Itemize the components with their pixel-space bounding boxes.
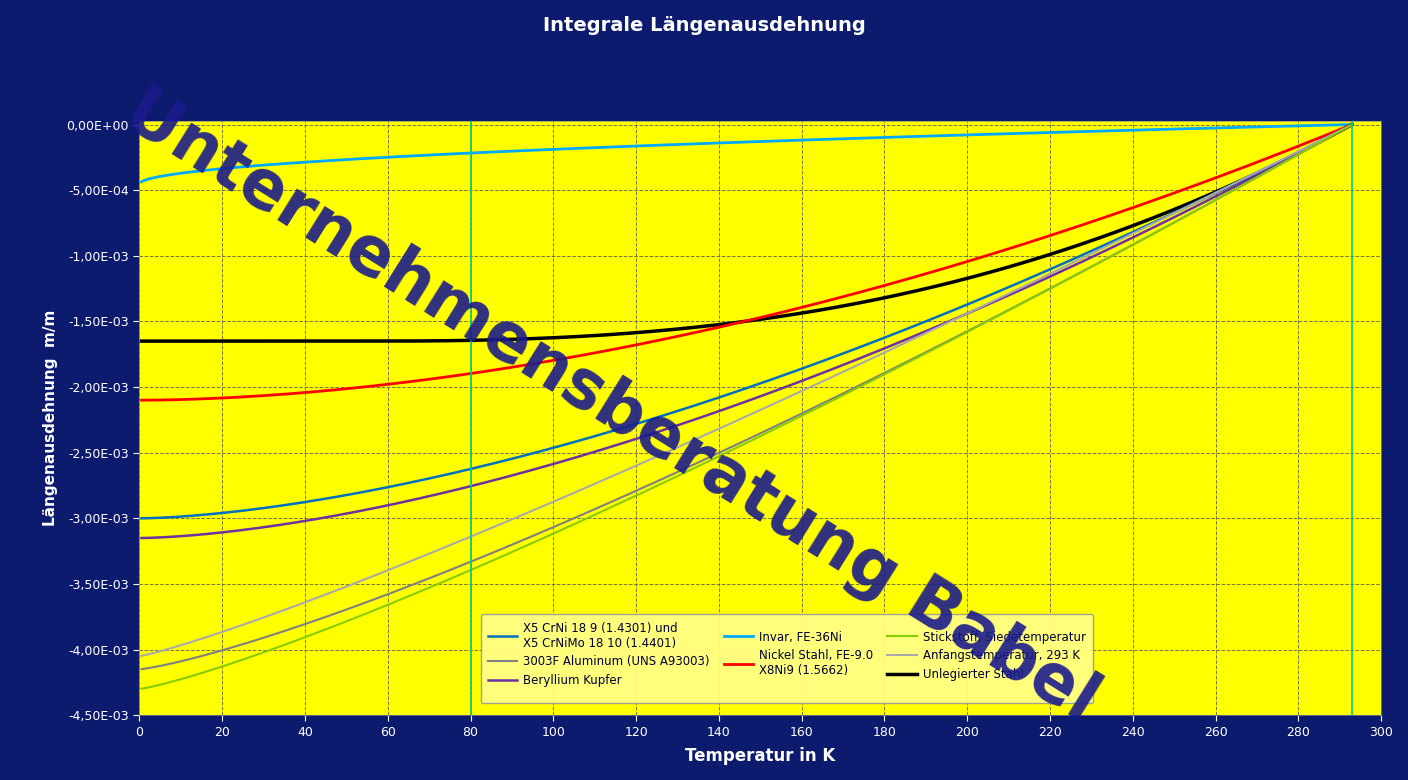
Legend: X5 CrNi 18 9 (1.4301) und
X5 CrNiMo 18 10 (1.4401), 3003F Aluminum (UNS A93003),: X5 CrNi 18 9 (1.4301) und X5 CrNiMo 18 1… [480,615,1093,704]
Text: Unternehmensberatung Babel: Unternehmensberatung Babel [113,77,1110,735]
Text: Integrale Längenausdehnung: Integrale Längenausdehnung [542,16,866,34]
Y-axis label: Längenausdehnung  m/m: Längenausdehnung m/m [44,310,58,526]
X-axis label: Temperatur in K: Temperatur in K [686,747,835,765]
